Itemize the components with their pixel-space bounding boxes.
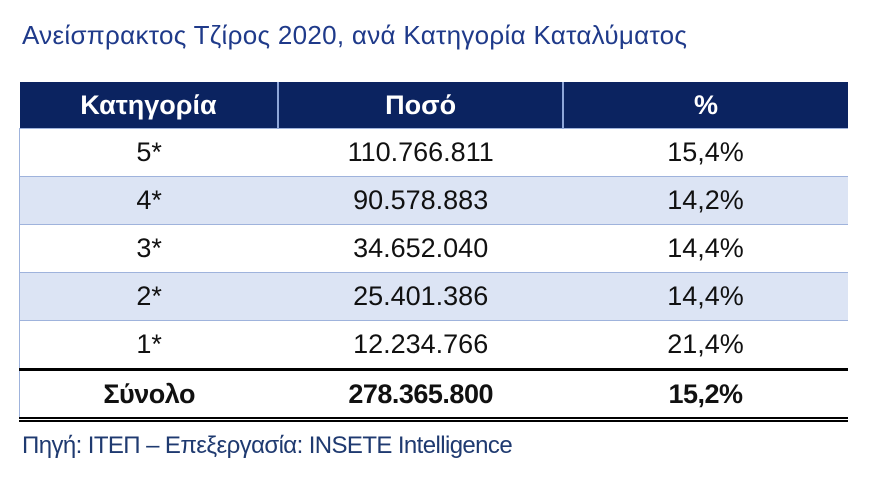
- table-row: 4* 90.578.883 14,2%: [19, 176, 848, 225]
- cell-percent: 14,4%: [562, 272, 848, 321]
- cell-amount: 25.401.386: [278, 272, 563, 321]
- total-row: Σύνολο 278.365.800 15,2%: [19, 368, 848, 422]
- cell-category: 5*: [19, 128, 279, 177]
- cell-percent: 15,4%: [562, 128, 848, 177]
- cell-amount: 110.766.811: [278, 128, 563, 177]
- cell-amount: 34.652.040: [278, 224, 563, 273]
- cell-category: 4*: [19, 176, 279, 225]
- cell-category: 3*: [19, 224, 279, 273]
- table-row: 5* 110.766.811 15,4%: [19, 128, 848, 177]
- header-category: Κατηγορία: [19, 82, 279, 129]
- header-percent: %: [561, 82, 848, 129]
- cell-amount: 12.234.766: [278, 320, 563, 370]
- cell-percent: 14,4%: [562, 224, 848, 273]
- total-amount: 278.365.800: [278, 368, 563, 422]
- header-amount: Ποσό: [277, 82, 563, 129]
- table-row: 2* 25.401.386 14,4%: [19, 272, 848, 321]
- cell-percent: 14,2%: [562, 176, 848, 225]
- cell-amount: 90.578.883: [278, 176, 563, 225]
- table-header: Κατηγορία Ποσό %: [19, 82, 848, 129]
- total-percent: 15,2%: [562, 368, 848, 422]
- category-table: Κατηγορία Ποσό % 5* 110.766.811 15,4% 4* 90.…: [19, 82, 848, 422]
- cell-percent: 21,4%: [562, 320, 848, 370]
- page-title: Ανείσπρακτος Τζίρος 2020, ανά Κατηγορία …: [22, 20, 688, 50]
- cell-category: 1*: [19, 320, 279, 370]
- total-category: Σύνολο: [19, 368, 279, 422]
- cell-category: 2*: [19, 272, 279, 321]
- table-row: 3* 34.652.040 14,4%: [19, 224, 848, 273]
- source-note: Πηγή: ΙΤΕΠ – Επεξεργασία: INSETE Intelli…: [22, 432, 513, 459]
- table-row: 1* 12.234.766 21,4%: [19, 320, 848, 370]
